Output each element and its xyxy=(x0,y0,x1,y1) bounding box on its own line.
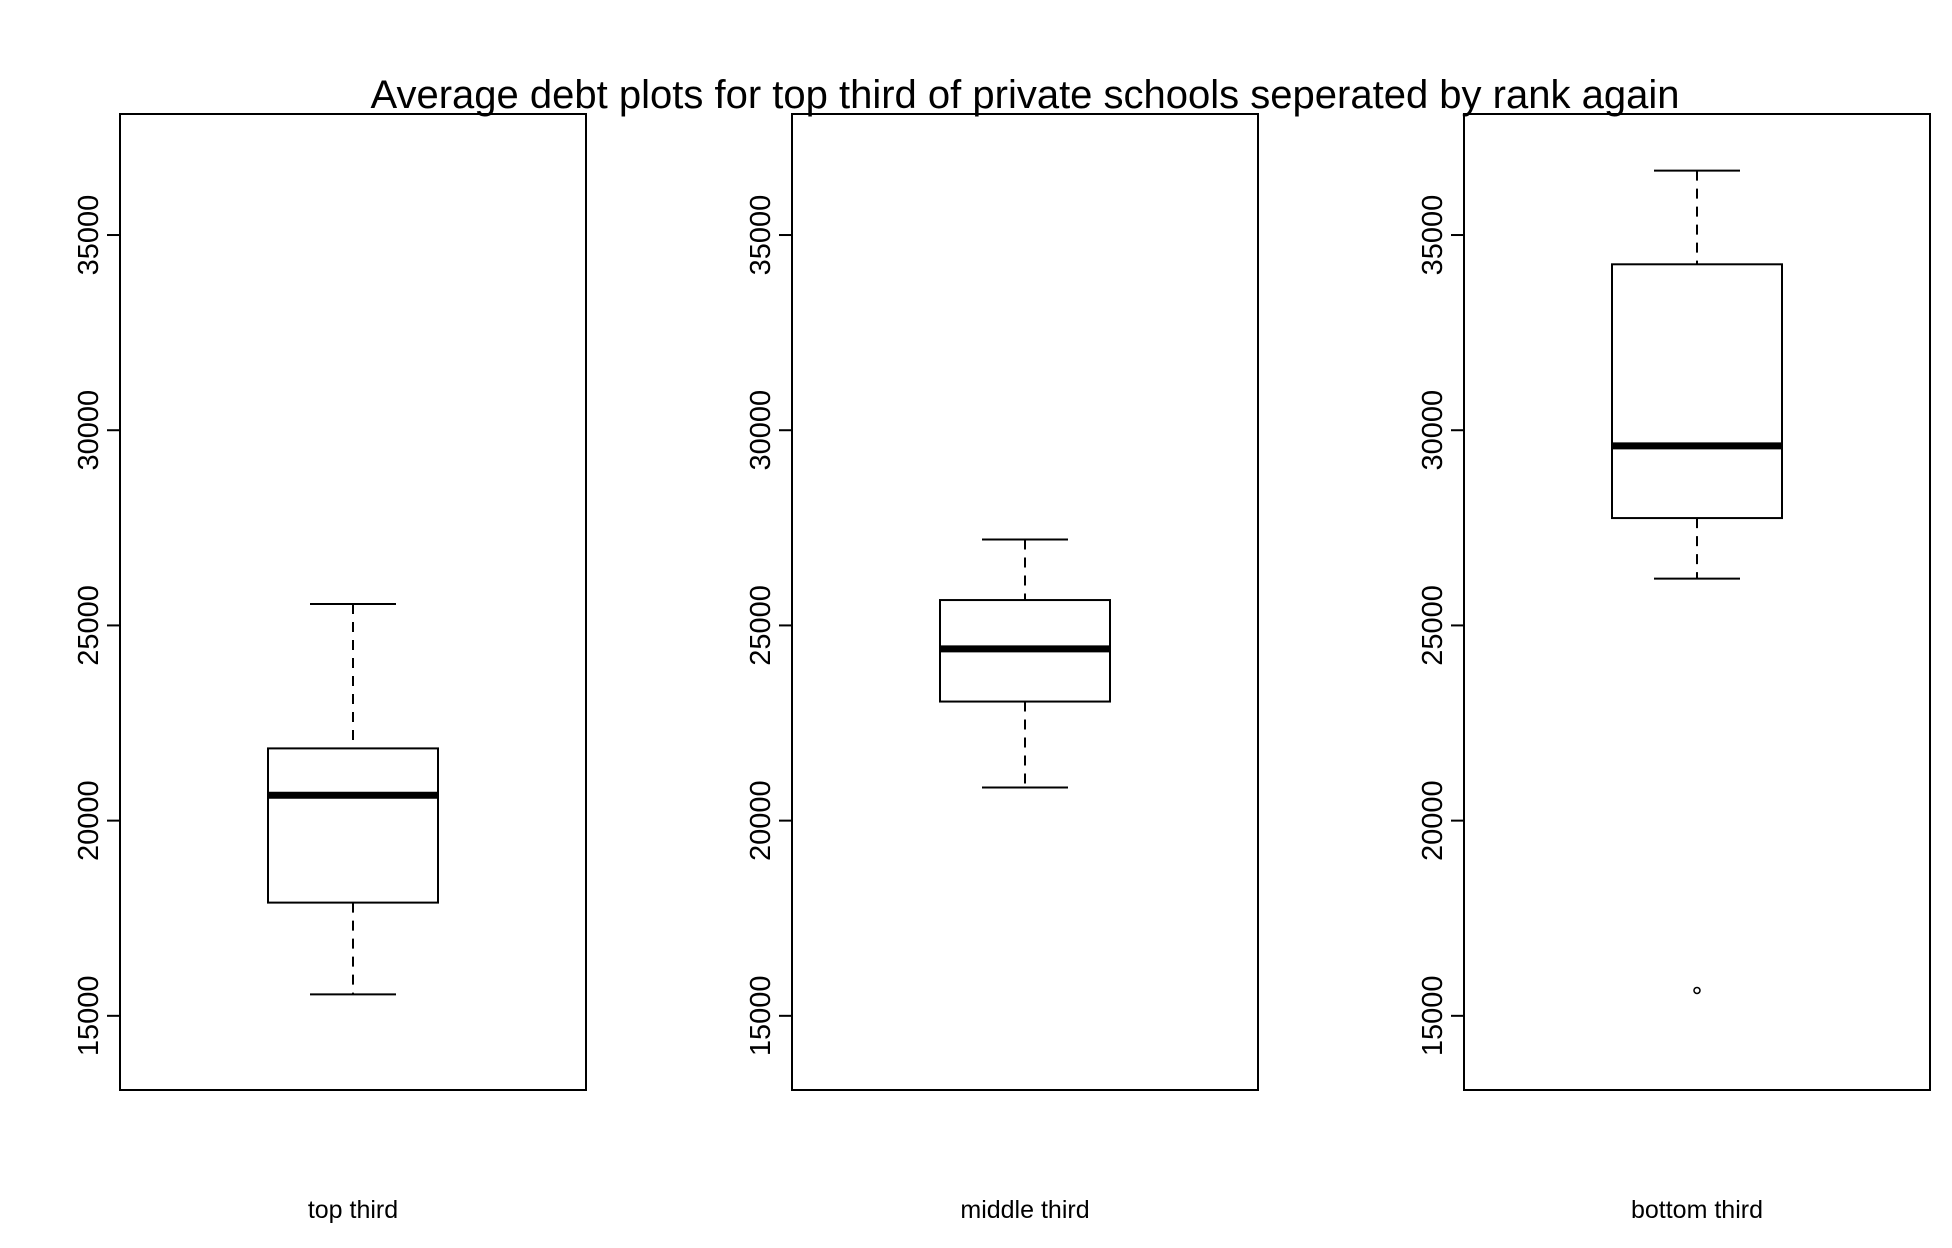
plot-frame-3 xyxy=(1463,113,1931,1091)
y-tick-label: 25000 xyxy=(745,585,777,666)
plot-frame-1 xyxy=(119,113,587,1091)
chart-title: Average debt plots for top third of priv… xyxy=(371,73,1680,117)
y-tick-label: 30000 xyxy=(73,390,105,471)
iqr-box xyxy=(267,747,439,904)
y-tick-label: 20000 xyxy=(745,780,777,861)
y-tick-label: 30000 xyxy=(1417,390,1449,471)
y-tick-label: 35000 xyxy=(745,195,777,276)
y-tick-label: 30000 xyxy=(745,390,777,471)
iqr-box xyxy=(1611,263,1783,520)
y-tick-label: 20000 xyxy=(73,780,105,861)
x-axis-label: bottom third xyxy=(1631,1196,1763,1224)
plot-frame-2 xyxy=(791,113,1259,1091)
x-axis-label: top third xyxy=(308,1196,398,1224)
panels-group: 15000 20000 25000 30000 35000 top third 15000 2… xyxy=(73,113,1931,1224)
x-axis-label: middle third xyxy=(960,1196,1089,1224)
y-tick-label: 20000 xyxy=(1417,780,1449,861)
y-tick-label: 15000 xyxy=(745,975,777,1056)
y-tick-label: 25000 xyxy=(73,585,105,666)
outlier-point xyxy=(1693,986,1701,995)
y-tick-label: 35000 xyxy=(1417,195,1449,276)
y-tick-label: 15000 xyxy=(73,975,105,1056)
y-tick-label: 15000 xyxy=(1417,975,1449,1056)
y-tick-label: 35000 xyxy=(73,195,105,276)
y-tick-label: 25000 xyxy=(1417,585,1449,666)
